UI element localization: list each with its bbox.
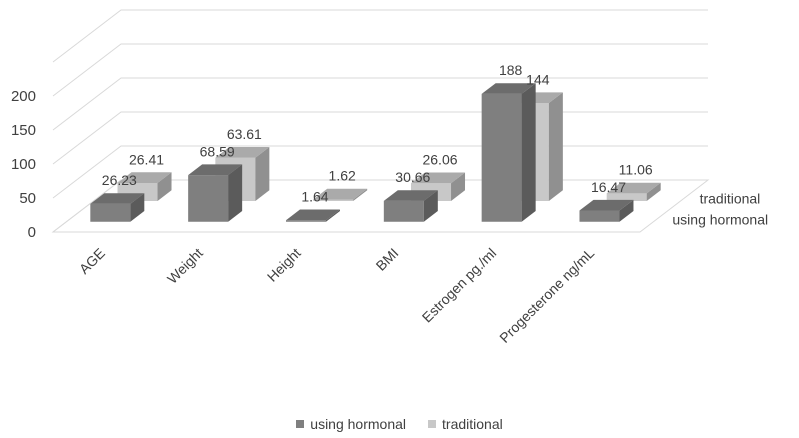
bar-top [313,188,368,200]
data-label: 188 [499,62,523,78]
data-label: 63.61 [227,126,262,142]
data-label: 1.64 [301,189,328,205]
bar-top [383,190,438,201]
bar-top [481,83,536,94]
bar-front [285,220,326,222]
legend-swatch-traditional [428,420,437,428]
data-label: 30.66 [395,169,430,185]
bar [313,188,368,201]
data-label: 144 [526,71,550,87]
bar-front [606,193,647,201]
bar-side [353,188,368,201]
bar [188,164,243,222]
y-tick-label: 0 [28,224,36,241]
legend-label-using-hormonal: using hormonal [310,416,407,432]
bar-side [548,92,563,201]
bar-side [423,190,438,222]
bar-top [117,172,172,183]
bar-front [90,203,131,222]
category-label: Estrogen pg./ml [419,245,500,326]
bar [481,83,536,222]
category-label: Weight [164,245,206,287]
bar-side [228,164,243,222]
bar-side [451,172,466,201]
bar-side [255,146,270,201]
series-axis-label: traditional [700,191,761,207]
bar [606,182,661,201]
bar-top [579,199,634,211]
gridline [52,77,708,131]
bar-top [411,172,466,184]
bar-side [521,83,536,222]
data-label: 26.41 [129,151,164,167]
bar [383,190,438,222]
legend-item-traditional: traditional [428,416,503,432]
legend-swatch-using-hormonal [296,420,305,428]
data-label: 26.06 [422,152,457,168]
y-tick-label: 150 [11,122,36,139]
data-label: 16.47 [591,179,626,195]
data-label: 1.62 [329,168,356,184]
labels: 26.41 63.61 1.62 26.06 144 11.06 26.23 68.59 1.6… [102,62,653,204]
category-label: AGE [76,245,108,277]
category-label: BMI [373,245,402,274]
bar-side [619,199,634,222]
gridline [52,43,708,97]
legend-label-traditional: traditional [442,416,503,432]
bar-top [285,209,340,221]
bar-front [188,175,229,222]
gridline [52,9,708,63]
floor [51,179,710,233]
category-label: Progesterone ng/mL [496,245,597,346]
y-tick-label: 200 [11,88,36,105]
data-label: 11.06 [619,162,653,178]
bar-side [157,172,172,201]
bar-top [188,164,243,176]
category-label: Height [264,245,304,285]
bar-top [90,193,145,204]
y-tick-label: 50 [19,190,36,207]
bar [285,209,340,222]
bars [90,83,661,222]
data-label: 68.59 [200,143,235,159]
data-label: 26.23 [102,172,137,188]
legend-item-using-hormonal: using hormonal [296,416,406,432]
bar-front [383,200,424,222]
bar-front [313,199,354,201]
grid [51,9,710,233]
y-tick-label: 100 [11,156,36,173]
bar-front [579,210,620,222]
legend: using hormonal traditional [0,412,799,436]
bar-side [646,182,661,201]
bar [579,199,634,222]
bar-side [130,193,145,222]
series-axis-label: using hormonal [672,211,768,227]
bar-top [215,146,270,158]
bar [90,193,145,222]
bar-top [606,182,661,194]
bar-side [325,209,340,222]
bar-front [481,93,522,222]
